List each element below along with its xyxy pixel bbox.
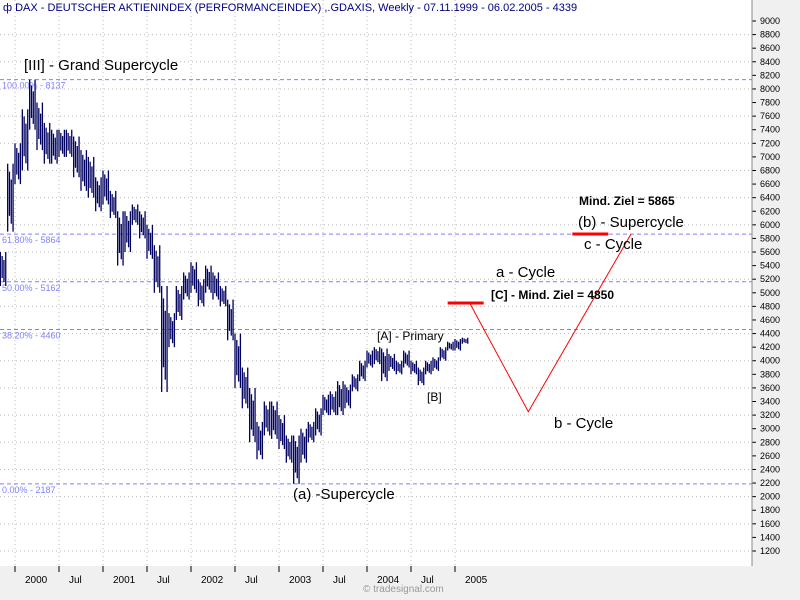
y-tick-label: 4200 <box>760 342 780 352</box>
annotation-label: [B] <box>427 390 442 404</box>
annotation-label: (b) - Supercycle <box>578 214 684 231</box>
y-tick-label: 7400 <box>760 125 780 135</box>
x-tick-label: 2002 <box>201 575 224 586</box>
y-tick-label: 8200 <box>760 70 780 80</box>
fib-label: 50.00% - 5162 <box>2 283 61 293</box>
y-tick-label: 5600 <box>760 247 780 257</box>
y-tick-label: 2800 <box>760 437 780 447</box>
y-tick-label: 8400 <box>760 57 780 67</box>
annotation-label: a - Cycle <box>496 264 555 281</box>
fib-label: 38.20% - 4460 <box>2 330 61 340</box>
y-tick-label: 3000 <box>760 424 780 434</box>
title-text: DAX - DEUTSCHER AKTIENINDEX (PERFORMANCE… <box>15 2 578 14</box>
y-tick-label: 6400 <box>760 193 780 203</box>
y-tick-label: 5400 <box>760 261 780 271</box>
x-tick-label: Jul <box>69 575 82 586</box>
y-tick-label: 5000 <box>760 288 780 298</box>
y-tick-label: 9000 <box>760 16 780 26</box>
x-tick-label: Jul <box>157 575 170 586</box>
fib-label: 0.00% - 2187 <box>2 485 56 495</box>
y-tick-label: 1400 <box>760 532 780 542</box>
y-tick-label: 6600 <box>760 179 780 189</box>
y-tick-label: 4000 <box>760 356 780 366</box>
y-tick-label: 3600 <box>760 383 780 393</box>
x-tick-label: 2003 <box>289 575 312 586</box>
annotation-label: Mind. Ziel = 5865 <box>579 194 675 208</box>
x-tick-label: 2000 <box>25 575 48 586</box>
fib-label: 61.80% - 5864 <box>2 235 61 245</box>
y-tick-label: 8800 <box>760 30 780 40</box>
annotation-label: [C] - Mind. Ziel = 4850 <box>491 288 614 302</box>
annotation-label: (a) -Supercycle <box>293 486 395 503</box>
y-tick-label: 7200 <box>760 138 780 148</box>
y-tick-label: 4400 <box>760 329 780 339</box>
instrument-icon: ф <box>3 2 16 14</box>
y-tick-label: 1600 <box>760 519 780 529</box>
x-tick-label: Jul <box>421 575 434 586</box>
x-tick-label: Jul <box>333 575 346 586</box>
y-tick-label: 7800 <box>760 98 780 108</box>
y-tick-label: 3400 <box>760 397 780 407</box>
x-tick-label: Jul <box>245 575 258 586</box>
y-tick-label: 7600 <box>760 111 780 121</box>
y-tick-label: 4600 <box>760 315 780 325</box>
annotation-label: [A] - Primary <box>377 329 444 343</box>
projection-line <box>469 233 632 413</box>
y-tick-label: 6000 <box>760 220 780 230</box>
x-tick-label: 2005 <box>465 575 488 586</box>
annotation-label: b - Cycle <box>554 415 613 432</box>
y-tick-label: 8000 <box>760 84 780 94</box>
y-tick-label: 2600 <box>760 451 780 461</box>
chart-title: ф DAX - DEUTSCHER AKTIENINDEX (PERFORMAN… <box>3 2 577 14</box>
plot-area <box>0 0 752 566</box>
y-tick-label: 1200 <box>760 546 780 556</box>
y-tick-label: 5200 <box>760 274 780 284</box>
y-tick-label: 8600 <box>760 43 780 53</box>
credit: © tradesignal.com <box>363 584 444 595</box>
x-tick-label: 2004 <box>377 575 400 586</box>
y-tick-label: 6200 <box>760 206 780 216</box>
y-tick-label: 3800 <box>760 369 780 379</box>
x-tick-label: 2001 <box>113 575 136 586</box>
annotation-label: [III] - Grand Supercycle <box>24 57 178 74</box>
y-tick-label: 2200 <box>760 478 780 488</box>
y-tick-label: 6800 <box>760 165 780 175</box>
y-tick-label: 7000 <box>760 152 780 162</box>
y-tick-label: 4800 <box>760 301 780 311</box>
y-tick-label: 3200 <box>760 410 780 420</box>
y-tick-label: 2000 <box>760 492 780 502</box>
y-tick-label: 2400 <box>760 464 780 474</box>
y-tick-label: 5800 <box>760 233 780 243</box>
annotation-label: c - Cycle <box>584 236 642 253</box>
fib-label: 100.00% - 8137 <box>2 81 66 91</box>
y-tick-label: 1800 <box>760 505 780 515</box>
